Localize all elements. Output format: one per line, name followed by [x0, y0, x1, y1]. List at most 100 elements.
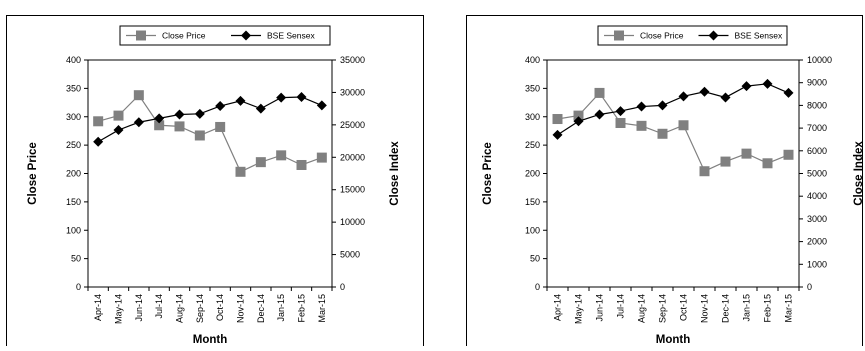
y-tick-label: 150 — [66, 197, 81, 207]
legend-box — [597, 25, 788, 46]
x-tick-label: Nov-14 — [236, 294, 246, 323]
y-tick-label: 0 — [76, 282, 81, 292]
chart-svg: 0501001502002503003504000100020003000400… — [466, 15, 865, 349]
data-point-square — [93, 116, 104, 127]
data-point-diamond — [174, 109, 185, 120]
legend: Close Price BSE Sensex — [119, 25, 331, 46]
y-tick-label: 350 — [66, 83, 81, 93]
series-line — [557, 91, 789, 173]
y2-tick-label: 30000 — [340, 87, 365, 97]
y-axis-title: Close Price — [482, 142, 494, 205]
y2-tick-label: 9000 — [807, 78, 827, 88]
data-point-diamond — [699, 86, 710, 97]
y-tick-label: 400 — [66, 55, 81, 65]
x-tick-label: Jul-14 — [154, 294, 164, 319]
chart-panel-right: 0 50 100 150 200 250 300 350 400 0 1000 2000 3000 400… — [437, 0, 865, 349]
data-point-square — [255, 157, 266, 168]
data-point-square — [136, 30, 146, 41]
x-tick-label: Mar-15 — [784, 294, 794, 323]
chart-svg: 0 50 100 150 200 250 300 350 400 0 5000 10000 15000 2… — [6, 15, 424, 349]
data-point-square — [615, 117, 626, 128]
data-point-square — [720, 156, 731, 167]
data-point-square — [741, 148, 752, 159]
y-tick-label: 50 — [530, 254, 540, 264]
data-point-square — [614, 30, 624, 41]
legend-label: BSE Sensex — [267, 31, 315, 41]
legend-label: Close Price — [640, 31, 684, 41]
data-point-diamond — [762, 78, 773, 89]
y2-tick-label: 3000 — [807, 214, 827, 224]
x-tick-label: Feb-15 — [763, 294, 773, 323]
data-point-diamond — [113, 125, 124, 136]
plot-area — [87, 59, 333, 288]
x-tick-label: Jun-14 — [134, 294, 144, 322]
y-tick-label: 150 — [525, 197, 540, 207]
y-tick-label: 100 — [66, 225, 81, 235]
data-point-diamond — [720, 92, 731, 103]
y2-tick-label: 8000 — [807, 100, 827, 110]
data-point-square — [133, 90, 144, 101]
y2-tick-label: 0 — [340, 282, 345, 292]
data-point-diamond — [741, 81, 752, 92]
series-close-price — [552, 87, 794, 177]
x-tick-label: Jun-14 — [595, 294, 605, 322]
data-point-diamond — [783, 87, 794, 98]
data-point-square — [154, 120, 165, 131]
data-point-diamond — [194, 108, 205, 119]
y2-tick-label: 35000 — [340, 55, 365, 65]
y2-tick-label: 5000 — [807, 169, 827, 179]
y-tick-label: 250 — [66, 140, 81, 150]
data-point-diamond — [573, 116, 584, 127]
data-point-square — [636, 120, 647, 131]
x-tick-label: May-14 — [114, 294, 124, 324]
data-point-square — [552, 114, 563, 125]
x-tick-label: Jul-14 — [616, 294, 626, 319]
plot-area — [546, 59, 800, 288]
legend-box — [119, 25, 331, 46]
x-tick-label: Aug-14 — [175, 294, 185, 323]
x-tick-label: May-14 — [574, 294, 584, 324]
y-axis-title: Close Price — [27, 142, 39, 205]
y-tick-label: 350 — [525, 83, 540, 93]
data-point-diamond — [215, 101, 226, 112]
x-tick-label: Jan-15 — [276, 294, 286, 322]
x-tick-label: Nov-14 — [700, 294, 710, 323]
x-tick-label: Jan-15 — [742, 294, 752, 322]
x-axis-title: Month — [193, 334, 227, 346]
data-point-diamond — [93, 136, 104, 147]
data-point-square — [194, 130, 205, 141]
y2-tick-label: 2000 — [807, 237, 827, 247]
y2-tick-label: 5000 — [340, 250, 360, 260]
x-tick-label: Oct-14 — [215, 294, 225, 321]
y-tick-label: 50 — [71, 254, 81, 264]
y-tick-label: 200 — [525, 169, 540, 179]
series-line — [97, 96, 323, 143]
legend-label: Close Price — [162, 31, 206, 41]
series-close-price — [93, 90, 327, 177]
data-point-square — [783, 149, 794, 160]
y2-tick-label: 4000 — [807, 191, 827, 201]
data-point-square — [113, 110, 124, 121]
data-point-square — [215, 121, 226, 132]
data-point-diamond — [636, 101, 647, 112]
y2-tick-label: 6000 — [807, 146, 827, 156]
data-point-square — [276, 150, 287, 161]
data-point-diamond — [235, 95, 246, 106]
series-line — [557, 83, 789, 136]
x-tick-label: Apr-14 — [553, 294, 563, 321]
y2-tick-label: 15000 — [340, 185, 365, 195]
data-point-square — [657, 128, 668, 139]
x-tick-label: Sep-14 — [195, 294, 205, 323]
y-tick-label: 200 — [66, 169, 81, 179]
x-tick-label: Dec-14 — [721, 294, 731, 323]
data-point-diamond — [552, 129, 563, 140]
y2-tick-label: 25000 — [340, 120, 365, 130]
series-bse-sensex — [552, 78, 794, 140]
data-point-square — [594, 87, 605, 98]
data-point-diamond — [255, 103, 266, 114]
y-tick-label: 0 — [535, 282, 540, 292]
data-point-square — [573, 110, 584, 121]
data-point-diamond — [594, 109, 605, 120]
data-point-square — [174, 121, 185, 132]
data-point-diamond — [615, 106, 626, 117]
